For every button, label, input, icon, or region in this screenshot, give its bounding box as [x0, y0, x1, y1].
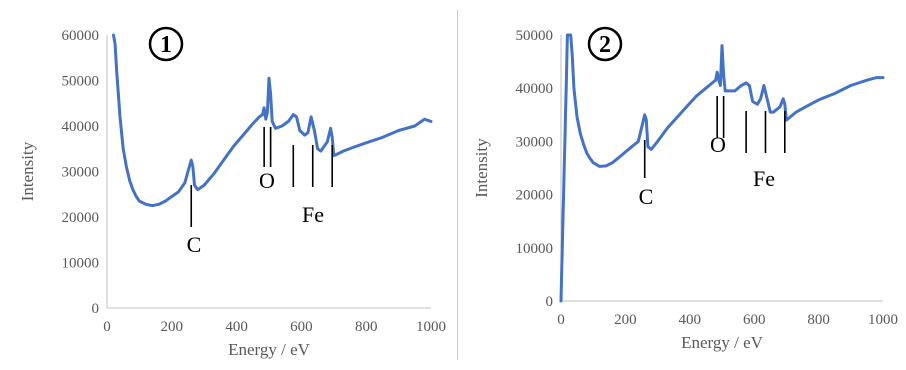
- x-tick-label: 800: [807, 312, 830, 328]
- chart-1-svg: 0 10000 20000 30000 40000 50000 60000 0 200 400 60…: [18, 26, 446, 359]
- x-tick-label: 400: [225, 319, 248, 335]
- chart-2-svg: 0 10000 20000 30000 40000 50000 0 200 400 600 800 1…: [472, 26, 898, 352]
- x-tick-label: 200: [161, 319, 184, 335]
- x-tick-label: 600: [290, 319, 313, 335]
- chart-panel-2: 0 10000 20000 30000 40000 50000 0 200 400 600 800 1…: [459, 10, 901, 360]
- y-tick-label: 20000: [516, 188, 554, 204]
- y-tick-label: 50000: [516, 28, 554, 44]
- panel-number-badge: [148, 26, 184, 62]
- peak-label-c: C: [187, 232, 202, 257]
- spectrum-line: [112, 33, 433, 208]
- panel-number: 2: [599, 32, 611, 58]
- x-tick-label: 800: [355, 319, 378, 335]
- y-tick-label: 0: [92, 301, 100, 317]
- y-axis-title: Intensity: [472, 138, 491, 198]
- y-tick-label: 10000: [516, 241, 554, 257]
- y-tick-label: 40000: [516, 81, 554, 97]
- y-tick-label: 60000: [62, 28, 100, 44]
- peak-label-o: O: [259, 168, 275, 193]
- x-tick-label: 400: [679, 312, 702, 328]
- x-axis-title: Energy / eV: [681, 333, 764, 352]
- y-tick-label: 0: [546, 294, 554, 310]
- x-tick-label: 600: [743, 312, 766, 328]
- y-tick-label: 20000: [62, 210, 100, 226]
- peak-label-o: O: [710, 132, 726, 157]
- x-tick-label: 1000: [416, 319, 446, 335]
- spectrum-line: [559, 33, 885, 303]
- chart-panel-1: 0 10000 20000 30000 40000 50000 60000 0 200 400 60…: [5, 10, 458, 360]
- x-tick-label: 0: [557, 312, 565, 328]
- y-tick-label: 30000: [516, 134, 554, 150]
- y-tick-label: 30000: [62, 165, 100, 181]
- y-tick-label: 10000: [62, 256, 100, 272]
- x-tick-label: 1000: [868, 312, 898, 328]
- peak-label-fe: Fe: [753, 166, 775, 191]
- y-axis-title: Intensity: [18, 141, 37, 201]
- y-tick-label: 40000: [62, 119, 100, 135]
- x-tick-label: 0: [103, 319, 111, 335]
- x-tick-label: 200: [614, 312, 637, 328]
- x-axis-title: Energy / eV: [228, 340, 311, 359]
- peak-label-c: C: [639, 184, 654, 209]
- peak-label-fe: Fe: [302, 202, 324, 227]
- panel-number-badge: [587, 26, 623, 62]
- y-tick-label: 50000: [62, 74, 100, 90]
- panel-number: 1: [160, 32, 172, 58]
